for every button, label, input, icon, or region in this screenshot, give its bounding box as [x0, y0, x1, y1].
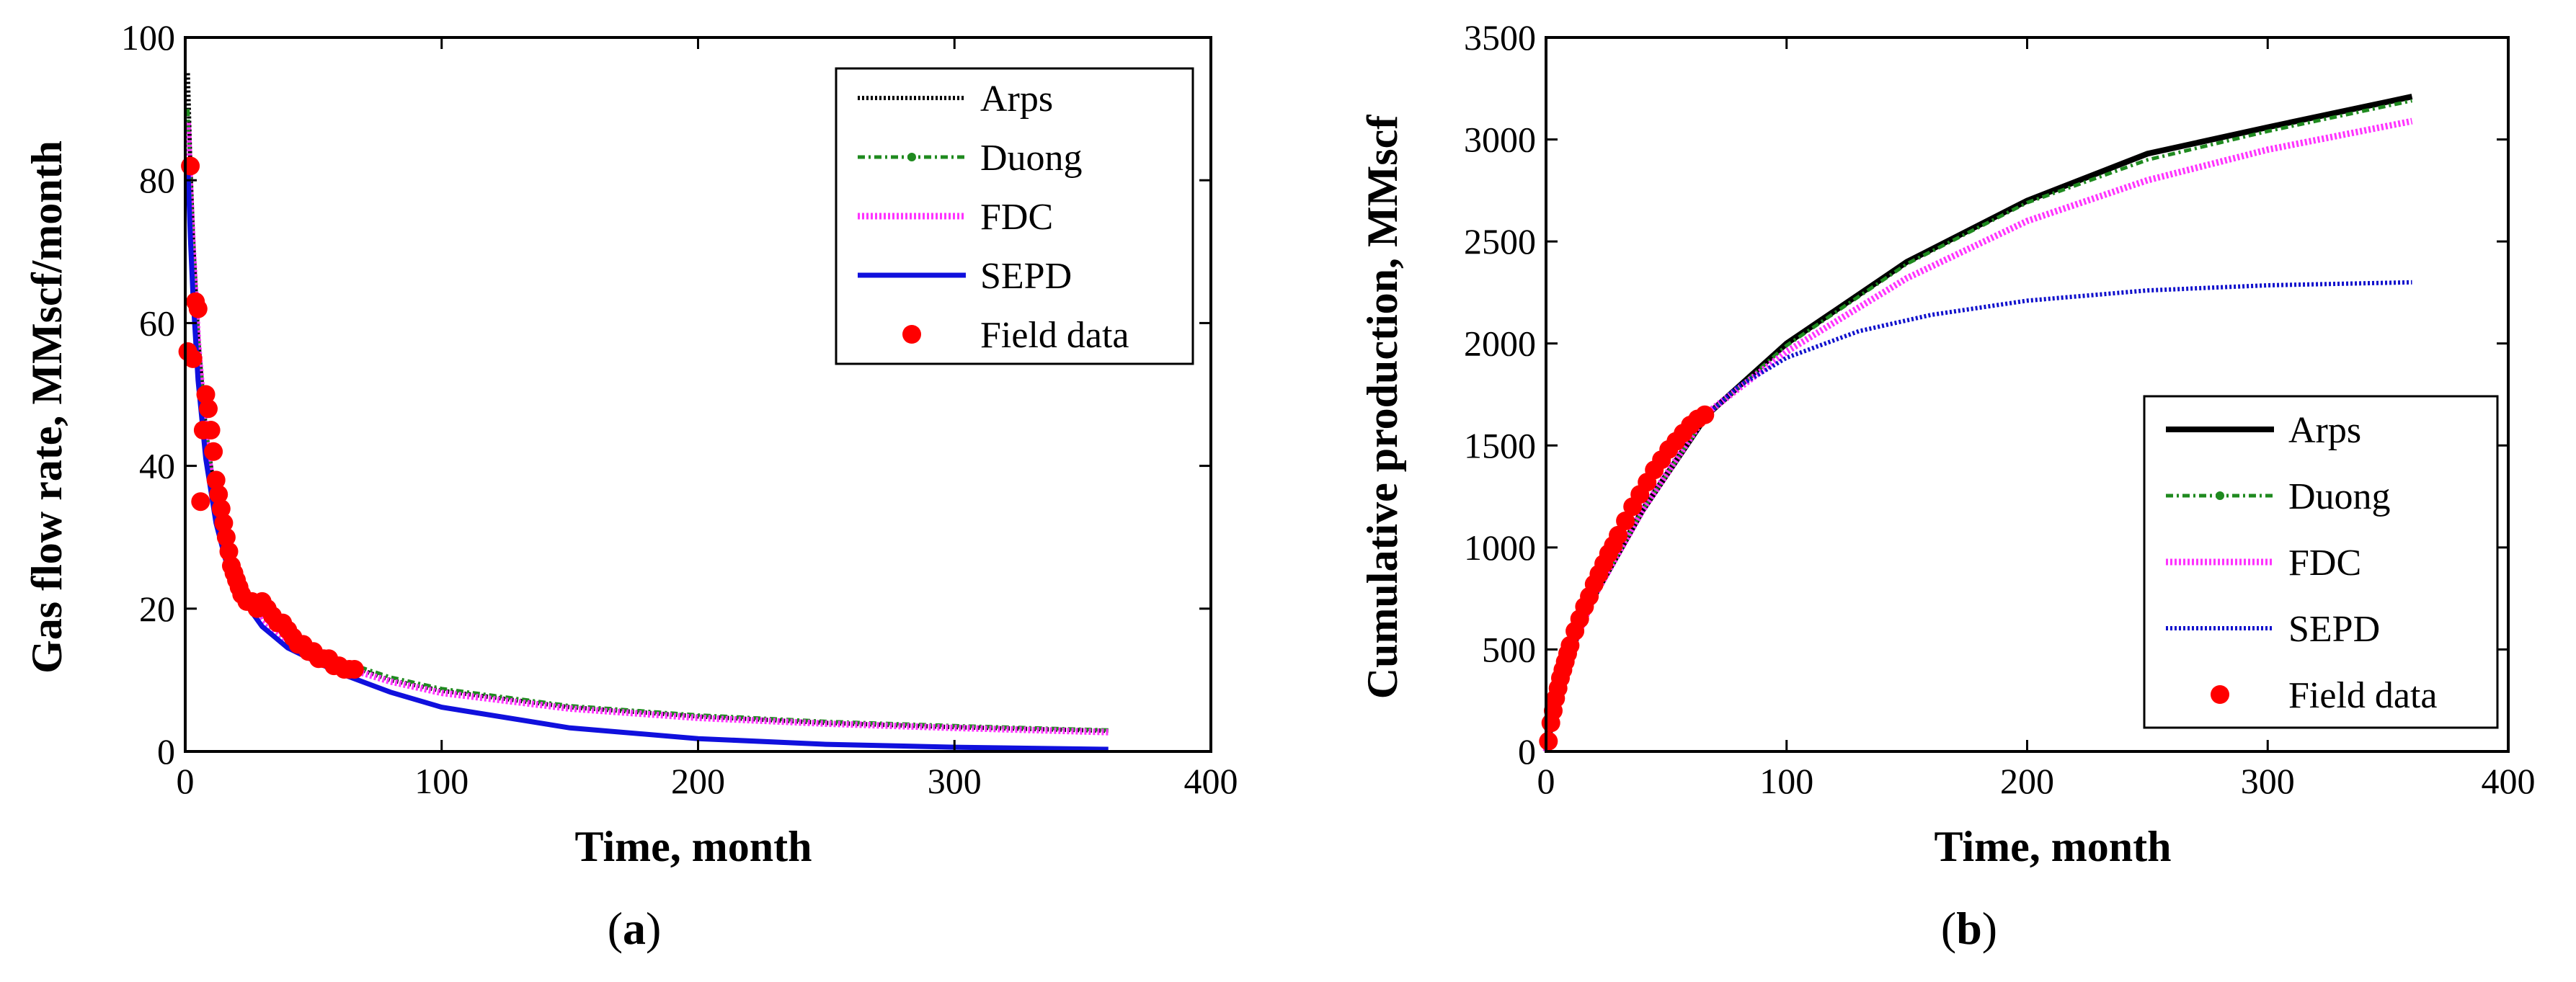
y-tick-label: 3500 [1464, 17, 1536, 58]
plot-area: 0 100 200 300 400 0 500 1000 1500 2000 2500 3000 350… [1464, 17, 2536, 801]
x-tick-label: 100 [414, 761, 468, 801]
legend-label: SEPD [2288, 609, 2380, 650]
x-tick-label: 300 [928, 761, 982, 801]
legend-label: FDC [2288, 543, 2361, 584]
legend-label: Field data [980, 315, 1129, 356]
x-tick-label: 0 [177, 761, 195, 801]
data-point [216, 527, 236, 547]
y-tick-label: 500 [1482, 629, 1536, 669]
y-tick-label: 0 [1518, 731, 1536, 772]
legend-label: FDC [980, 197, 1053, 238]
y-tick-label: 80 [139, 160, 175, 200]
data-point [1539, 731, 1558, 751]
data-point [214, 513, 234, 532]
data-point [211, 499, 231, 519]
y-tick-label: 2000 [1464, 323, 1536, 364]
y-tick-label: 2500 [1464, 221, 1536, 262]
y-tick-label: 20 [139, 589, 175, 629]
plot-area: 0 100 200 300 400 0 20 40 60 80 100 [121, 17, 1238, 801]
legend-label: Arps [980, 79, 1053, 120]
legend-label: Duong [2288, 476, 2391, 517]
y-tick-label: 100 [121, 17, 175, 58]
x-tick-label: 0 [1537, 761, 1555, 801]
panel-caption: (b) [1941, 903, 1997, 954]
caption-letter: b [1956, 903, 1982, 954]
data-point [1616, 512, 1635, 530]
series-line [1705, 280, 2412, 417]
data-point [183, 349, 203, 368]
x-axis-label: Time, month [1935, 823, 2172, 870]
caption-letter: a [623, 903, 646, 954]
legend-box [835, 67, 1194, 365]
data-point [1609, 525, 1628, 545]
y-tick-label: 60 [139, 303, 175, 343]
legend: Arps Duong FDC SEPD Field data [2143, 395, 2499, 729]
legend-label: Arps [2288, 410, 2361, 451]
data-point [199, 399, 218, 419]
data-point [1695, 405, 1715, 424]
panel-b: Cumulative production, MMscf Time, month… [1359, 17, 2536, 954]
x-tick-label: 100 [1759, 761, 1813, 801]
y-tick-label: 1500 [1464, 425, 1536, 465]
y-axis-label: Cumulative production, MMscf [1359, 115, 1406, 700]
x-tick-label: 400 [1184, 761, 1238, 801]
x-tick-label: 200 [2000, 761, 2054, 801]
legend-box [2143, 395, 2499, 729]
legend-swatch [902, 325, 921, 344]
x-tick-label: 200 [671, 761, 725, 801]
x-axis-label: Time, month [575, 823, 812, 870]
y-tick-label: 1000 [1464, 527, 1536, 568]
legend-swatch-marker [907, 153, 916, 161]
x-tick-label: 300 [2241, 761, 2295, 801]
data-point [219, 542, 239, 561]
legend-swatch [2211, 685, 2229, 704]
series-line [1542, 117, 2413, 752]
panel-caption: (a) [608, 903, 662, 954]
data-point [1560, 635, 1580, 655]
data-point [345, 660, 364, 679]
legend-swatch-marker [2216, 491, 2224, 500]
legend-label: Duong [980, 138, 1083, 179]
x-tick-label: 400 [2482, 761, 2536, 801]
y-tick-label: 40 [139, 446, 175, 486]
legend: Arps Duong FDC SEPD Field data [835, 67, 1194, 365]
data-point [201, 421, 221, 439]
y-axis-label: Gas flow rate, MMscf/month [23, 140, 71, 674]
data-point [209, 485, 228, 504]
legend-label: Field data [2288, 675, 2438, 716]
data-point [206, 470, 226, 490]
legend-label: SEPD [980, 256, 1072, 297]
data-point [196, 385, 216, 404]
y-tick-label: 3000 [1464, 120, 1536, 160]
data-point [191, 492, 210, 512]
data-point [188, 299, 208, 318]
y-tick-label: 0 [157, 731, 175, 772]
panel-a: Gas flow rate, MMscf/month Time, month (… [23, 17, 1238, 954]
data-point [204, 442, 223, 461]
